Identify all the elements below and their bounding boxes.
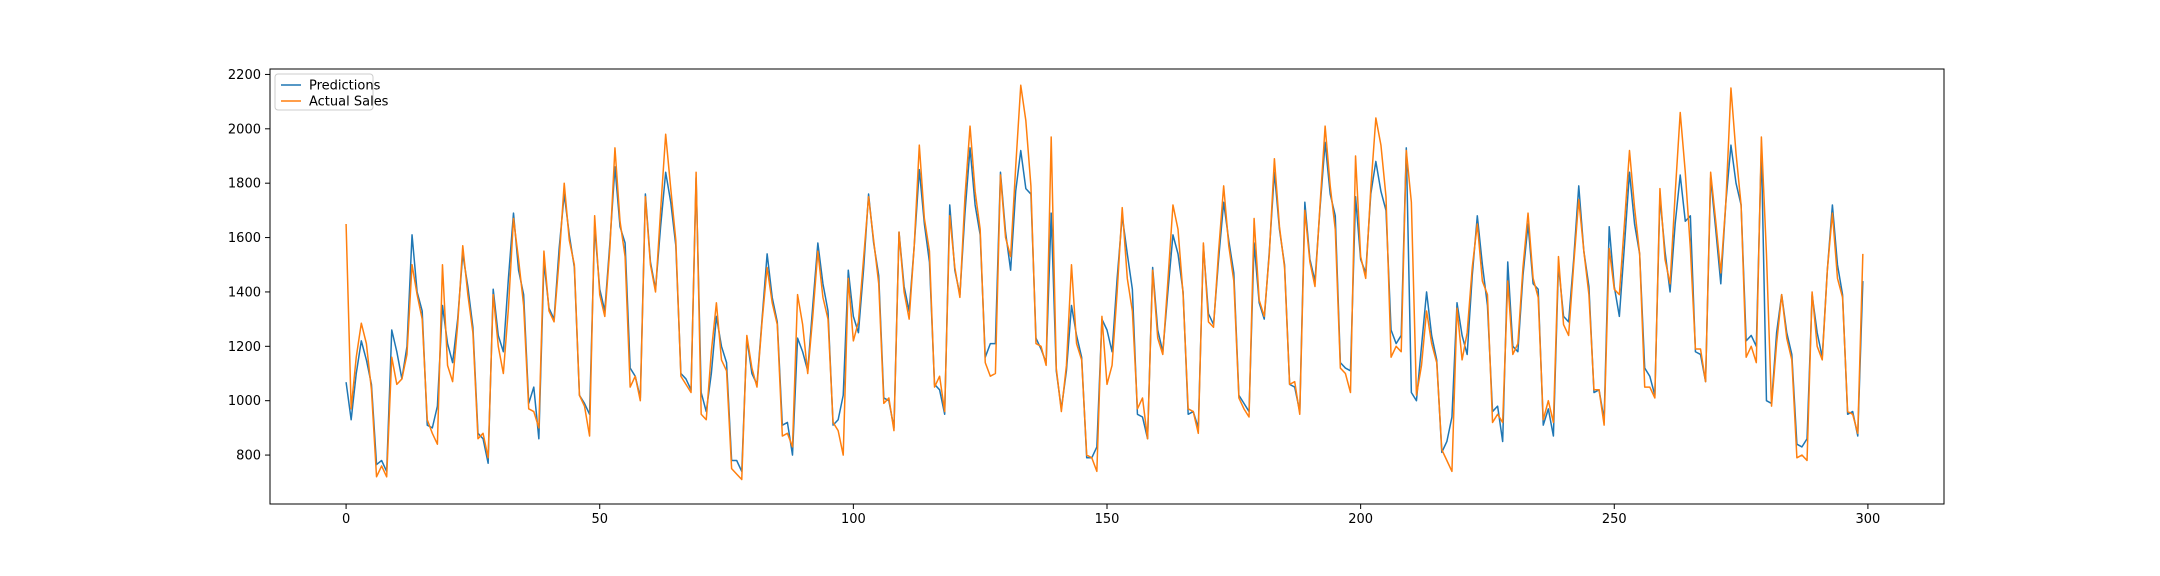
x-tick-label: 300 [1855,512,1880,527]
y-axis: 800 1000 1200 1400 1600 1800 2000 2200 [228,68,270,464]
y-tick-label: 1000 [228,394,261,409]
series-layer [345,84,1864,481]
x-tick-label: 50 [591,512,608,527]
legend-label-predictions: Predictions [309,79,381,94]
y-tick-label: 1400 [228,285,261,300]
y-tick-label: 2200 [228,68,261,83]
y-tick-label: 1200 [228,340,261,355]
y-tick-label: 1600 [228,231,261,246]
y-tick-label: 2000 [228,122,261,137]
y-tick-label: 800 [236,449,261,464]
x-tick-label: 100 [841,512,866,527]
x-tick-label: 150 [1095,512,1120,527]
x-tick-label: 200 [1348,512,1373,527]
legend-label-actual-sales: Actual Sales [309,95,389,110]
y-tick-label: 1800 [228,177,261,192]
series-line-actual-sales [345,84,1864,481]
x-tick-label: 0 [342,512,350,527]
x-tick-label: 250 [1602,512,1627,527]
x-axis: 0 50 100 150 200 250 300 [342,504,1880,527]
